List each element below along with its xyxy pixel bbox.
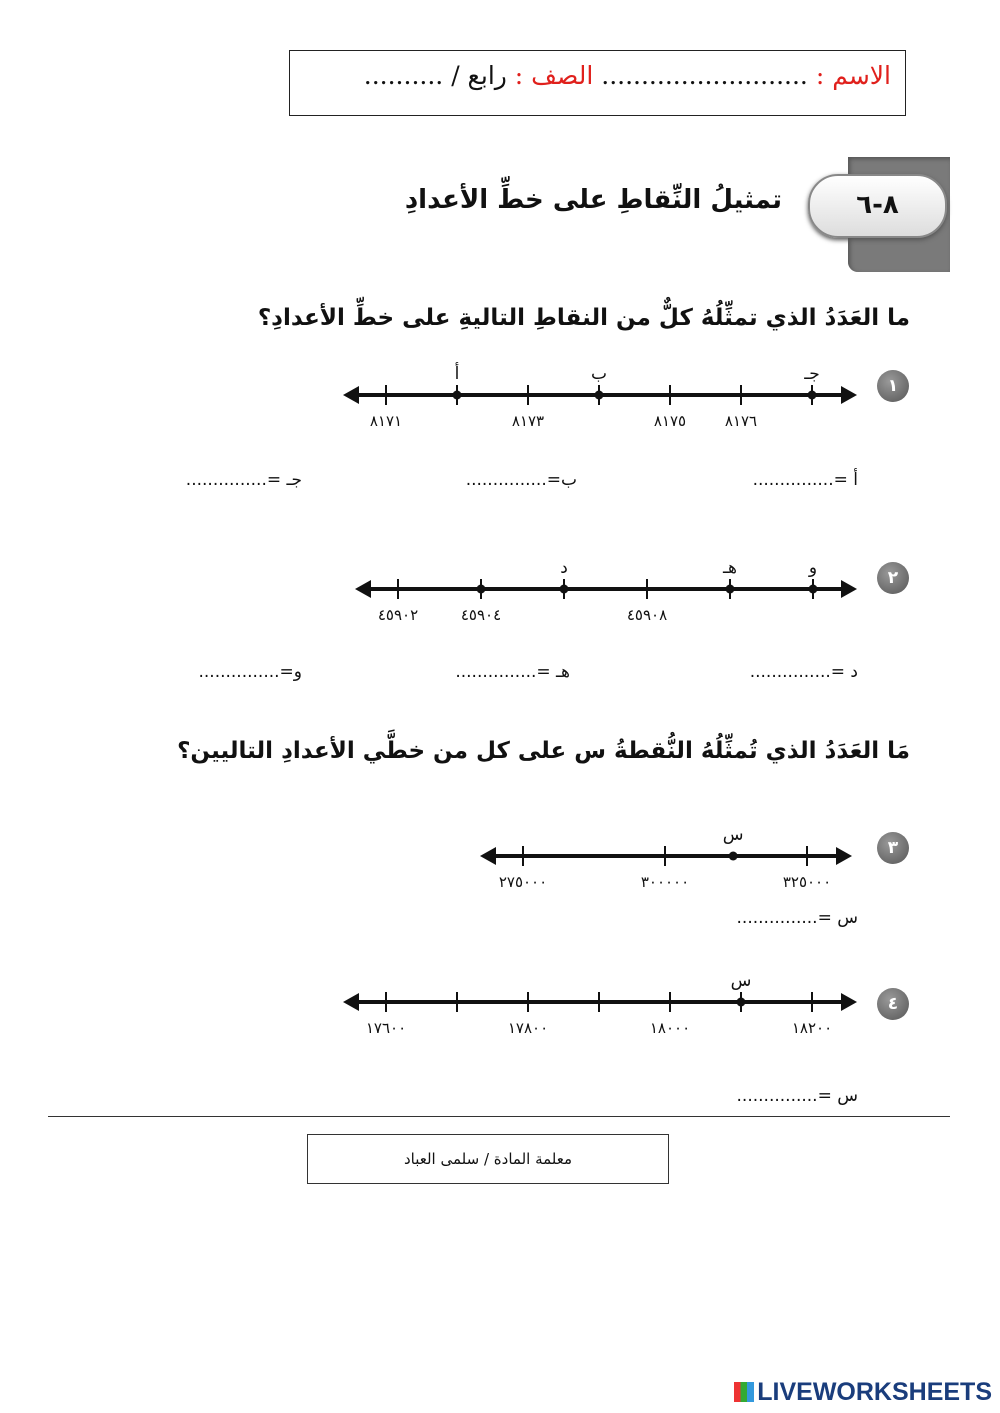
- right-arrow-icon: [836, 847, 852, 865]
- tick-label: ٨١٧٦: [725, 412, 757, 430]
- divider: [48, 1116, 950, 1117]
- name-label: الاسم :: [815, 61, 891, 90]
- point-label: جـ: [803, 364, 820, 384]
- point-marker: [476, 584, 486, 594]
- point-marker: [807, 390, 817, 400]
- answer-field[interactable]: س =...............: [736, 1086, 858, 1106]
- exercise-2-badge: ٢: [877, 562, 909, 594]
- point-label: س: [731, 971, 752, 991]
- answer-field[interactable]: د =...............: [749, 662, 858, 682]
- brand-logo: LIVEWORKSHEETS: [734, 1378, 992, 1407]
- lesson-number: ٨-٦: [808, 174, 947, 238]
- tick-label: ١٨٢٠٠: [792, 1019, 832, 1037]
- teacher-name-box: معلمة المادة / سلمى العباد: [307, 1134, 669, 1184]
- point-marker: [736, 997, 746, 1007]
- student-info-box: الاسم : .......................... الصف …: [289, 50, 906, 116]
- tick-label: ٨١٧١: [370, 412, 402, 430]
- point-label: س: [723, 825, 744, 845]
- tick-label: ٤٥٩٠٤: [461, 606, 501, 624]
- tick-label: ٨١٧٥: [654, 412, 686, 430]
- tick-label: ٤٥٩٠٢: [378, 606, 418, 624]
- answer-field[interactable]: س =...............: [736, 908, 858, 928]
- question-2-heading: مَا العَدَدُ الذي تُمثِّلُهُ النُّقطةُ س…: [177, 738, 910, 764]
- left-arrow-icon: [480, 847, 496, 865]
- point-label: و: [808, 558, 817, 578]
- answer-field[interactable]: و=...............: [198, 662, 302, 682]
- number-line-2: ٤٥٩٠٢ ٤٥٩٠٤ ٤٥٩٠٨ د هـ و: [355, 558, 857, 624]
- exercise-1-badge: ١: [877, 370, 909, 402]
- point-marker: [594, 390, 604, 400]
- class-label: الصف :: [514, 61, 594, 90]
- name-field[interactable]: ..........................: [601, 61, 808, 90]
- point-marker: [728, 851, 738, 861]
- tick-label: ١٨٠٠٠: [650, 1019, 690, 1037]
- right-arrow-icon: [841, 993, 857, 1011]
- point-label: هـ: [722, 558, 737, 578]
- lesson-title: تمثيلُ النِّقاطِ على خطِّ الأعدادِ: [404, 185, 782, 215]
- tick-label: ١٧٦٠٠: [366, 1019, 406, 1037]
- logo-icon: [734, 1382, 755, 1402]
- answer-field[interactable]: جـ =...............: [185, 470, 302, 490]
- answer-field[interactable]: ب=...............: [465, 470, 577, 490]
- tick-label: ٨١٧٣: [512, 412, 544, 430]
- point-marker: [725, 584, 735, 594]
- answer-field[interactable]: هـ =...............: [455, 662, 570, 682]
- tick-label: ٤٥٩٠٨: [627, 606, 667, 624]
- point-label: أ: [455, 362, 460, 384]
- number-line-1: ٨١٧١ ٨١٧٣ ٨١٧٥ ٨١٧٦ أ ب جـ: [343, 362, 857, 430]
- answer-field[interactable]: أ =...............: [752, 470, 858, 490]
- question-1-heading: ما العَدَدُ الذي تمثِّلُهُ كلٌّ من النقا…: [257, 305, 910, 331]
- class-value: رابع /: [451, 61, 507, 90]
- point-label: د: [560, 558, 568, 578]
- number-line-4: ١٧٦٠٠ ١٧٨٠٠ ١٨٠٠٠ ١٨٢٠٠ س: [343, 971, 857, 1037]
- number-line-3: ٢٧٥٠٠٠ ٣٠٠٠٠٠ ٣٢٥٠٠٠ س: [480, 825, 852, 891]
- class-field[interactable]: ..........: [363, 61, 444, 90]
- point-label: ب: [591, 364, 607, 384]
- right-arrow-icon: [841, 386, 857, 404]
- tick-label: ٣٠٠٠٠٠: [641, 873, 689, 891]
- point-marker: [559, 584, 569, 594]
- left-arrow-icon: [343, 386, 359, 404]
- left-arrow-icon: [343, 993, 359, 1011]
- brand-name: LIVEWORKSHEETS: [757, 1378, 992, 1406]
- point-marker: [808, 584, 818, 594]
- exercise-3-badge: ٣: [877, 832, 909, 864]
- exercise-4-badge: ٤: [877, 988, 909, 1020]
- point-marker: [452, 390, 462, 400]
- right-arrow-icon: [841, 580, 857, 598]
- left-arrow-icon: [355, 580, 371, 598]
- tick-label: ٢٧٥٠٠٠: [499, 873, 547, 891]
- tick-label: ١٧٨٠٠: [508, 1019, 548, 1037]
- tick-label: ٣٢٥٠٠٠: [783, 873, 831, 891]
